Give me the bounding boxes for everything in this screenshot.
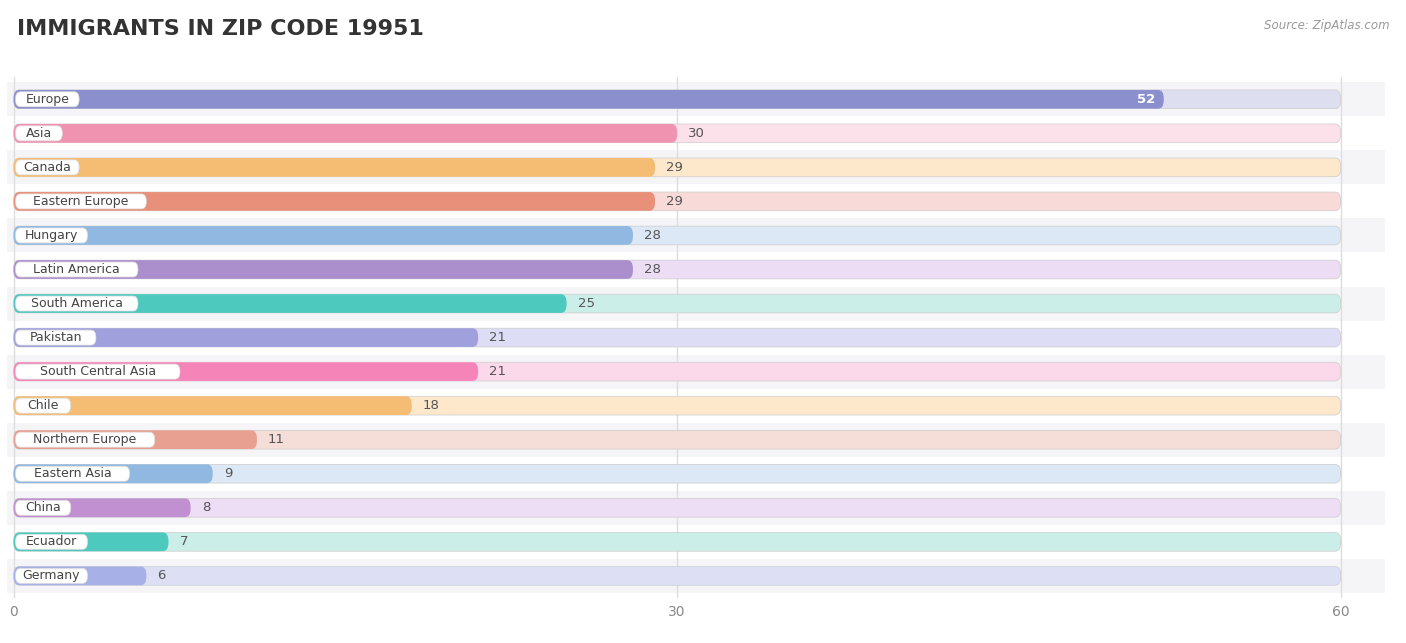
Text: Hungary: Hungary <box>25 229 79 242</box>
Text: Eastern Asia: Eastern Asia <box>34 467 111 480</box>
FancyBboxPatch shape <box>15 466 129 481</box>
FancyBboxPatch shape <box>15 228 87 243</box>
Text: 7: 7 <box>180 536 188 548</box>
Bar <box>0 525 1385 559</box>
Text: Ecuador: Ecuador <box>25 536 77 548</box>
Bar <box>0 253 1385 287</box>
Text: South America: South America <box>31 297 122 310</box>
FancyBboxPatch shape <box>15 296 138 311</box>
Bar <box>0 559 1385 593</box>
Text: Chile: Chile <box>27 399 59 412</box>
Text: 6: 6 <box>157 569 166 583</box>
FancyBboxPatch shape <box>15 194 146 209</box>
Text: 52: 52 <box>1136 93 1154 106</box>
Text: Germany: Germany <box>22 569 80 583</box>
FancyBboxPatch shape <box>14 226 633 245</box>
Bar <box>0 388 1385 422</box>
FancyBboxPatch shape <box>14 294 567 313</box>
FancyBboxPatch shape <box>14 566 1341 585</box>
FancyBboxPatch shape <box>15 262 138 277</box>
FancyBboxPatch shape <box>14 260 633 279</box>
Bar <box>0 491 1385 525</box>
Text: 28: 28 <box>644 263 661 276</box>
FancyBboxPatch shape <box>14 328 1341 347</box>
Text: 21: 21 <box>489 365 506 378</box>
FancyBboxPatch shape <box>14 430 257 449</box>
FancyBboxPatch shape <box>14 328 478 347</box>
FancyBboxPatch shape <box>14 124 1341 143</box>
Text: 11: 11 <box>269 433 285 446</box>
Text: Canada: Canada <box>24 161 72 174</box>
Text: 8: 8 <box>201 502 209 514</box>
Text: 28: 28 <box>644 229 661 242</box>
FancyBboxPatch shape <box>14 498 1341 517</box>
Text: Source: ZipAtlas.com: Source: ZipAtlas.com <box>1264 19 1389 32</box>
FancyBboxPatch shape <box>14 192 655 211</box>
Text: 9: 9 <box>224 467 232 480</box>
Bar <box>0 185 1385 219</box>
FancyBboxPatch shape <box>15 160 79 175</box>
FancyBboxPatch shape <box>15 432 155 447</box>
FancyBboxPatch shape <box>15 92 79 107</box>
FancyBboxPatch shape <box>14 532 1341 551</box>
FancyBboxPatch shape <box>14 396 1341 415</box>
Text: 29: 29 <box>666 161 683 174</box>
FancyBboxPatch shape <box>14 294 1341 313</box>
FancyBboxPatch shape <box>15 364 180 379</box>
FancyBboxPatch shape <box>15 398 70 413</box>
FancyBboxPatch shape <box>14 192 1341 211</box>
FancyBboxPatch shape <box>14 532 169 551</box>
Bar <box>0 422 1385 457</box>
Text: Asia: Asia <box>25 127 52 140</box>
FancyBboxPatch shape <box>15 126 62 141</box>
FancyBboxPatch shape <box>14 396 412 415</box>
Text: Latin America: Latin America <box>34 263 120 276</box>
FancyBboxPatch shape <box>14 498 191 517</box>
Text: 21: 21 <box>489 331 506 344</box>
Bar <box>0 82 1385 116</box>
FancyBboxPatch shape <box>14 464 212 483</box>
Text: 25: 25 <box>578 297 595 310</box>
Text: 18: 18 <box>423 399 440 412</box>
FancyBboxPatch shape <box>14 226 1341 245</box>
Bar <box>0 354 1385 388</box>
FancyBboxPatch shape <box>15 500 70 515</box>
FancyBboxPatch shape <box>14 124 678 143</box>
FancyBboxPatch shape <box>14 158 1341 177</box>
FancyBboxPatch shape <box>14 90 1164 109</box>
FancyBboxPatch shape <box>14 362 478 381</box>
Bar <box>0 287 1385 321</box>
Text: Northern Europe: Northern Europe <box>34 433 136 446</box>
FancyBboxPatch shape <box>14 90 1341 109</box>
Bar <box>0 457 1385 491</box>
Text: Europe: Europe <box>25 93 69 106</box>
Bar <box>0 150 1385 185</box>
FancyBboxPatch shape <box>14 430 1341 449</box>
Text: 29: 29 <box>666 195 683 208</box>
FancyBboxPatch shape <box>15 568 87 583</box>
Text: IMMIGRANTS IN ZIP CODE 19951: IMMIGRANTS IN ZIP CODE 19951 <box>17 19 423 39</box>
FancyBboxPatch shape <box>15 330 96 345</box>
Bar <box>0 219 1385 253</box>
Bar <box>0 116 1385 150</box>
FancyBboxPatch shape <box>14 158 655 177</box>
Text: South Central Asia: South Central Asia <box>39 365 156 378</box>
Text: Eastern Europe: Eastern Europe <box>34 195 128 208</box>
FancyBboxPatch shape <box>14 260 1341 279</box>
Text: China: China <box>25 502 60 514</box>
Text: 30: 30 <box>688 127 704 140</box>
FancyBboxPatch shape <box>14 464 1341 483</box>
Bar <box>0 321 1385 354</box>
Text: Pakistan: Pakistan <box>30 331 82 344</box>
FancyBboxPatch shape <box>14 566 146 585</box>
FancyBboxPatch shape <box>15 534 87 549</box>
FancyBboxPatch shape <box>14 362 1341 381</box>
